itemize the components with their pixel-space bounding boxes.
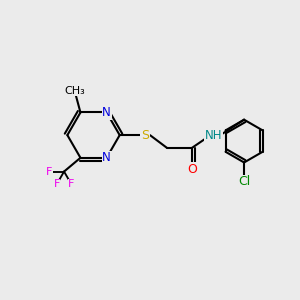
Text: Cl: Cl [238,175,250,188]
Text: N: N [102,106,111,119]
Text: CH₃: CH₃ [65,86,85,96]
Text: NH: NH [205,129,223,142]
Text: S: S [141,129,149,142]
Text: F: F [46,167,52,176]
Text: F: F [53,179,60,189]
Text: O: O [187,163,197,176]
Text: F: F [68,179,75,189]
Text: N: N [102,151,111,164]
